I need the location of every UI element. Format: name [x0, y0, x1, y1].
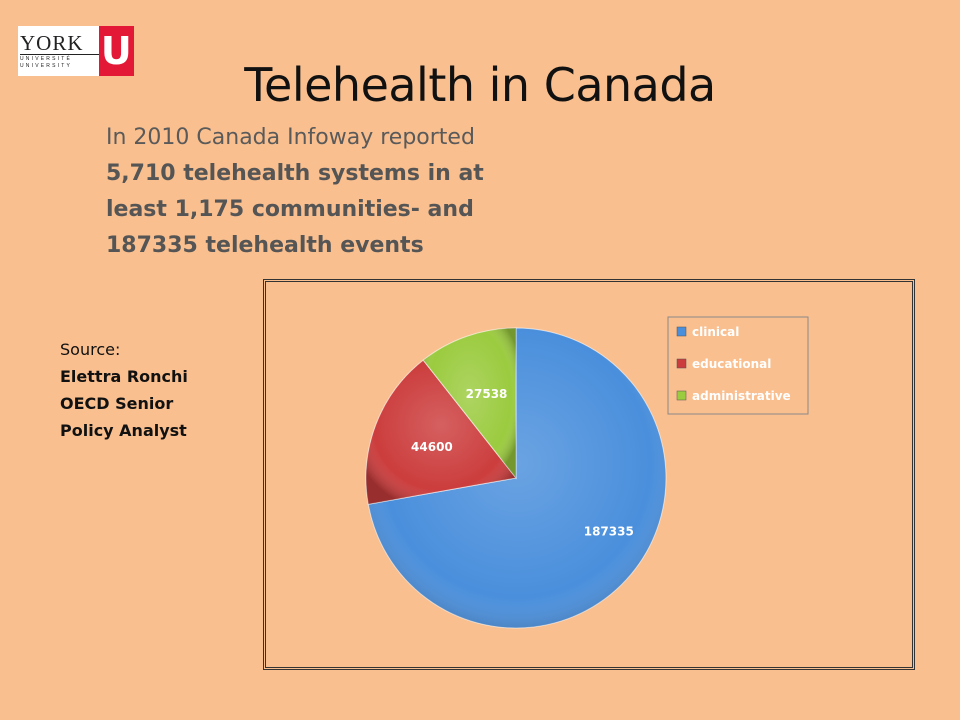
data-label-clinical: 187335 [584, 524, 634, 538]
source-role-line-1: OECD Senior [60, 394, 174, 413]
legend-swatch-administrative [676, 390, 687, 401]
legend-swatch-educational [676, 358, 687, 369]
data-label-educational: 44600 [411, 440, 453, 454]
intro-line-4: 187335 telehealth events [106, 233, 424, 258]
pie-slice-shading-educational [366, 360, 516, 505]
pie-chart: 187335 44600 27538 clinical educational admi… [365, 316, 809, 629]
intro-line-1: In 2010 Canada Infoway reported [106, 125, 475, 150]
data-label-administrative: 27538 [466, 387, 508, 401]
york-university-logo: YORK UNIVERSITÉ UNIVERSITY U [18, 26, 134, 76]
logo-u-mark: U [98, 26, 134, 76]
intro-line-3: least 1,175 communities- and [106, 197, 474, 222]
pie-chart-frame: 187335 44600 27538 clinical educational admi… [263, 279, 915, 670]
slide-title: Telehealth in Canada [244, 58, 716, 112]
legend-label-clinical: clinical [692, 325, 739, 339]
source-block: Source: Elettra Ronchi OECD Senior Polic… [60, 336, 188, 444]
source-role-line-2: Policy Analyst [60, 421, 187, 440]
logo-university-text: UNIVERSITÉ UNIVERSITY [20, 53, 99, 70]
pie-slice-shading-administrative [423, 328, 516, 478]
intro-text: In 2010 Canada Infoway reported 5,710 te… [106, 120, 566, 264]
intro-line-2: 5,710 telehealth systems in at [106, 161, 484, 186]
logo-wordmark: YORK UNIVERSITÉ UNIVERSITY [18, 26, 99, 76]
chart-legend [667, 316, 809, 415]
logo-york-text: YORK [20, 30, 84, 55]
source-name: Elettra Ronchi [60, 367, 188, 386]
legend-swatch-clinical [676, 326, 687, 337]
legend-label-educational: educational [692, 357, 771, 371]
pie-slice-shading-clinical [368, 328, 667, 628]
legend-label-administrative: administrative [692, 389, 791, 403]
source-label: Source: [60, 340, 121, 359]
